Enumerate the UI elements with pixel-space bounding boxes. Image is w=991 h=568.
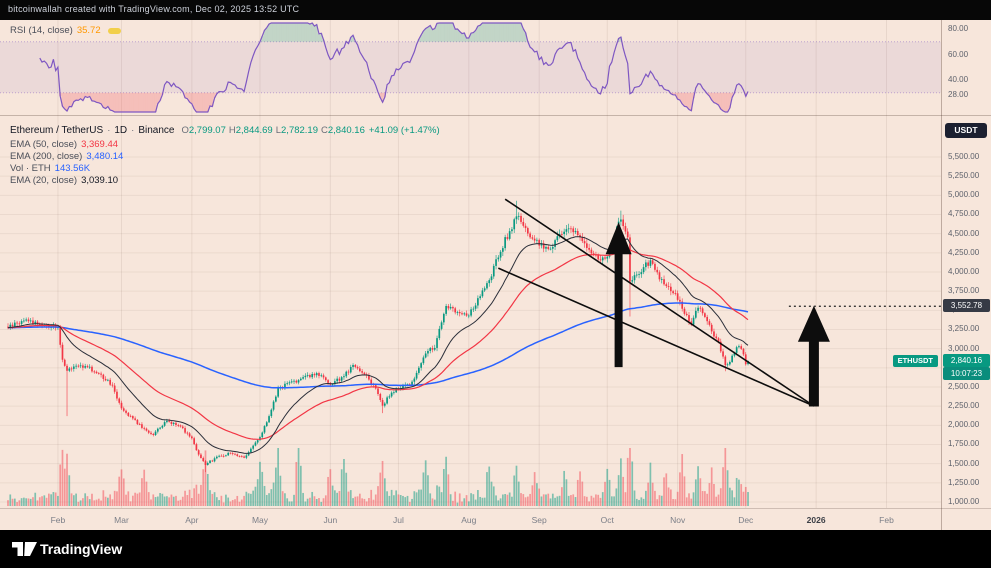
last-price-badge: 2,840.16 [943,353,990,367]
axis-tick-label: 28.00 [948,90,969,100]
ema-20-line[interactable] [7,236,749,454]
axis-tick-label: 4,000.00 [948,266,980,276]
chart-canvas[interactable]: Feb Mar Apr May Jun Jul Aug Sep Oct Nov Dec 2026 Feb [0,20,941,530]
volume-bars [7,448,749,506]
time-axis-labels[interactable]: Feb Mar Apr May Jun Jul Aug Sep Oct Nov Dec 2026 Feb [51,515,894,525]
level-price-badge: 3,552.78 [943,299,990,313]
legend-ema-200[interactable]: EMA (200, close) 3,480.14 [10,151,124,162]
open-value: 2,799.07 [188,125,226,136]
axis-tick-label: 1,750.00 [948,439,980,449]
axis-tick-label: 80.00 [948,24,969,33]
axis-tick-label: 2,500.00 [948,381,980,391]
trendline-lower[interactable] [497,267,815,407]
month-label: Jul [393,515,404,525]
axis-tick-label: 3,750.00 [948,286,980,296]
month-label: May [252,515,269,525]
axis-tick-label: 3,000.00 [948,343,980,353]
axis-tick-label: 5,250.00 [948,171,980,181]
month-label: Feb [51,515,66,525]
symbol-price-tag: ETHUSDT [892,354,938,367]
rsi-legend[interactable]: RSI (14, close) 35.72 [10,25,121,36]
symbol-legend[interactable]: Ethereum / TetherUS · 1D · Binance O2,79… [10,125,440,136]
axis-tick-label: 60.00 [948,49,969,59]
month-label: Feb [879,515,894,525]
change-value: +41.09 (+1.47%) [368,125,440,136]
legend-ema-50[interactable]: EMA (50, close) 3,369.44 [10,139,119,150]
rsi-overbought-oversold-fill [59,23,747,112]
axis-tick-label: 3,250.00 [948,324,980,334]
month-label: Nov [670,515,686,525]
trendline-upper[interactable] [504,198,815,407]
month-label: Oct [601,515,615,525]
up-arrow-1[interactable] [605,222,632,368]
bar-countdown-badge: 10:07:23 [943,366,990,380]
legend-volume[interactable]: Vol · ETH 143.56K [10,163,91,174]
axis-tick-label: 2,250.00 [948,401,980,411]
rsi-main-pane-divider[interactable] [0,115,991,116]
axis-tick-label: 1,500.00 [948,458,980,468]
axis-tick-label: 40.00 [948,75,969,84]
month-label: 2026 [807,515,826,525]
footer-bar: TradingView [0,530,991,568]
rsi-line[interactable] [39,22,749,113]
month-label: Dec [738,515,754,525]
rsi-band-swatch [107,27,121,34]
month-label: Apr [185,515,198,525]
timeframe: 1D [114,125,128,136]
axis-tick-label: 4,250.00 [948,247,980,257]
top-attribution-bar: bitcoinwallah created with TradingView.c… [0,0,991,20]
candles [7,200,749,473]
axis-tick-label: 4,500.00 [948,228,980,238]
month-label: Jun [323,515,337,525]
rsi-pane [0,41,941,94]
axis-tick-label: 1,000.00 [948,497,980,506]
tradingview-logo-icon[interactable] [12,538,38,560]
tradingview-logo-text[interactable]: TradingView [40,541,123,557]
currency-toggle-button[interactable]: USDT [945,123,987,138]
legend-ema-20[interactable]: EMA (20, close) 3,039.10 [10,175,119,186]
rsi-legend-label: RSI (14, close) [10,25,73,36]
axis-tick-label: 4,750.00 [948,209,980,219]
rsi-legend-value: 35.72 [76,25,101,36]
gridlines [0,20,941,508]
exchange-name: Binance [138,125,175,136]
ema-200-line[interactable] [8,302,749,389]
axis-tick-label: 2,000.00 [948,420,980,430]
time-axis-divider [0,508,991,509]
high-value: 2,844.69 [235,125,273,136]
attribution-text: bitcoinwallah created with TradingView.c… [8,4,300,14]
symbol-name: Ethereum / TetherUS [10,125,104,136]
axis-tick-label: 5,000.00 [948,190,980,200]
axis-tick-label: 1,250.00 [948,477,980,487]
month-label: Sep [532,515,547,525]
month-label: Mar [114,515,129,525]
month-label: Aug [461,515,476,525]
price-axis-divider [941,20,942,530]
axis-tick-label: 5,500.00 [948,151,980,161]
low-value: 2,782.19 [281,125,318,136]
price-axis[interactable]: USDT 80.00 60.00 40.00 28.00 5,500.00 5,250.0… [942,20,991,530]
close-value: 2,840.16 [327,125,365,136]
up-arrow-2[interactable] [797,305,830,407]
